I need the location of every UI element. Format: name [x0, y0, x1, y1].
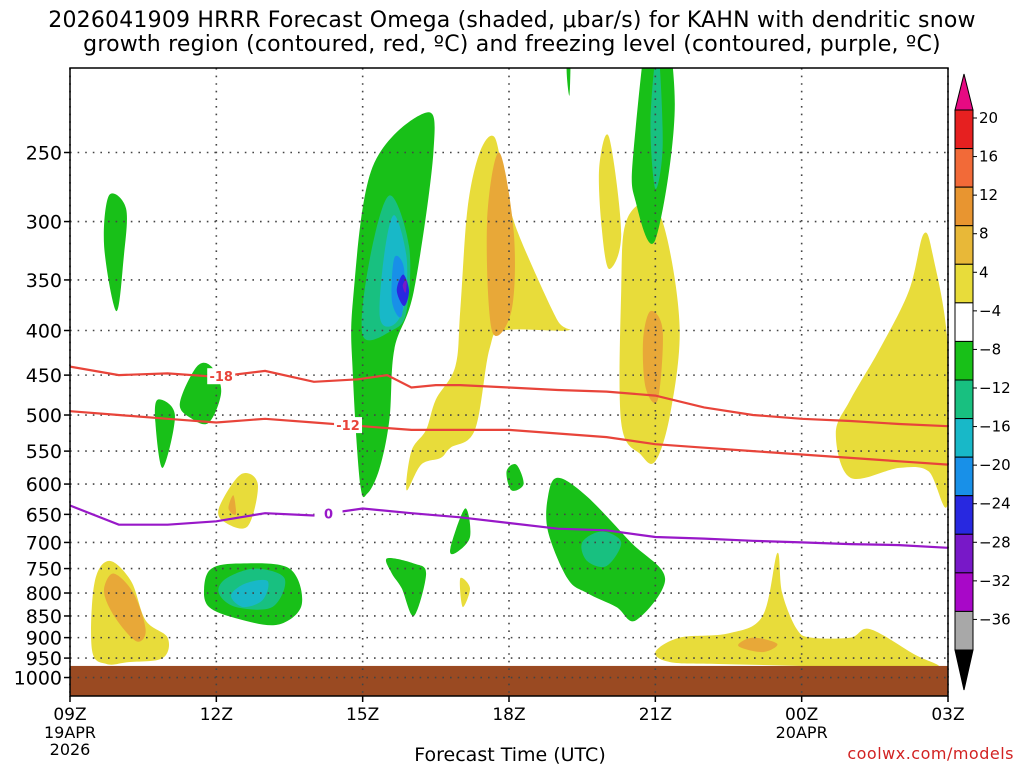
omega-region-y13 — [598, 134, 622, 270]
contour-0 — [70, 504, 948, 549]
y-tick-label-550: 550 — [26, 441, 62, 463]
chart-title-line-1: 2026041909 HRRR Forecast Omega (shaded, … — [48, 8, 976, 33]
omega-region-o15 — [738, 637, 778, 653]
y-tick-label-300: 300 — [26, 212, 62, 234]
colorbar-box-9 — [954, 456, 974, 497]
contour-label--12: -12 — [336, 419, 360, 434]
x-axis-label: Forecast Time (UTC) — [414, 744, 606, 766]
y-tick-label-400: 400 — [26, 321, 62, 343]
omega-region-o1 — [103, 573, 146, 642]
y-tick-label-450: 450 — [26, 365, 62, 387]
omega-region-g17 — [566, 68, 571, 96]
omega-region-y15 — [655, 552, 940, 671]
colorbar-box-11 — [954, 533, 974, 574]
y-tick-label-850: 850 — [26, 606, 62, 628]
x-tick-sublabel-2026: 2026 — [50, 740, 91, 759]
colorbar-top-arrow — [954, 73, 974, 111]
omega-region-c4 — [230, 579, 269, 608]
omega-region-o2 — [228, 495, 237, 515]
y-tick-label-800: 800 — [26, 583, 62, 605]
colorbar: 20 16 12 8 4 −4 −8 −12 −16 −20 −24 −28 −32 −36 — [954, 73, 1011, 691]
colorbar-box-0 — [954, 109, 974, 150]
colorbar-label-0: 20 — [979, 109, 998, 127]
colorbar-label-9: −20 — [979, 456, 1011, 474]
omega-region-g8 — [385, 557, 427, 617]
colorbar-box-1 — [954, 148, 974, 188]
contour-label-0: 0 — [324, 507, 333, 522]
x-tick-label-03Z: 03Z — [931, 705, 964, 725]
colorbar-label-4: 4 — [979, 263, 989, 281]
y-tick-label-900: 900 — [26, 628, 62, 650]
x-tick-label-15Z: 15Z — [346, 705, 379, 725]
chart-title-line-2: growth region (contoured, red, ºC) and f… — [83, 32, 941, 57]
x-tick-label-18Z: 18Z — [492, 705, 525, 725]
colorbar-label-3: 8 — [979, 225, 989, 243]
terrain-strip — [70, 665, 948, 696]
contour-lines: -18 -12 0 — [70, 365, 948, 549]
omega-region-p5 — [402, 279, 407, 293]
colorbar-box-13 — [954, 610, 974, 651]
colorbar-box-3 — [954, 225, 974, 265]
credit-link[interactable]: coolwx.com/models — [847, 744, 1014, 763]
colorbar-label-6: −8 — [979, 340, 1001, 358]
x-tick-sublabel-20APR: 20APR — [776, 723, 828, 742]
x-tick-label-00Z: 00Z — [785, 705, 818, 725]
colorbar-bottom-arrow — [954, 649, 974, 691]
x-tick-sublabel-19APR: 19APR — [44, 723, 96, 742]
omega-region-t14 — [650, 68, 663, 189]
omega-region-y6 — [406, 135, 571, 491]
y-tick-label-1000: 1000 — [14, 668, 62, 690]
omega-region-y16 — [835, 232, 948, 508]
colorbar-label-8: −16 — [979, 418, 1011, 436]
omega-region-t11 — [581, 531, 622, 568]
omega-region-o6 — [486, 152, 515, 337]
colorbar-box-2 — [954, 186, 974, 227]
contour-label-bg-0 — [314, 505, 343, 522]
colorbar-box-10 — [954, 495, 974, 535]
colorbar-box-8 — [954, 418, 974, 458]
contour-label--18: -18 — [209, 370, 233, 385]
contour--12 — [70, 410, 948, 466]
y-tick-label-700: 700 — [26, 532, 62, 554]
colorbar-label-5: −4 — [979, 302, 1001, 320]
contour-label-bg--12 — [334, 417, 363, 434]
colorbar-label-13: −36 — [979, 610, 1011, 628]
omega-region-o12 — [642, 310, 663, 404]
y-axis: 2503003504004505005506006507007508008509… — [14, 143, 70, 690]
omega-region-g9 — [450, 508, 471, 555]
colorbar-box-12 — [954, 572, 974, 612]
omega-region-y2 — [218, 473, 258, 529]
y-tick-label-750: 750 — [26, 559, 62, 581]
colorbar-box-5 — [954, 302, 974, 342]
y-tick-label-500: 500 — [26, 405, 62, 427]
colorbar-label-1: 16 — [979, 148, 998, 166]
colorbar-label-11: −28 — [979, 533, 1011, 551]
x-tick-label-12Z: 12Z — [200, 705, 233, 725]
colorbar-label-7: −12 — [979, 379, 1011, 397]
contour-label-bg--18 — [207, 368, 236, 385]
omega-region-g2 — [154, 399, 175, 468]
x-tick-label-21Z: 21Z — [639, 705, 672, 725]
colorbar-label-10: −24 — [979, 495, 1011, 513]
x-tick-label-09Z: 09Z — [53, 705, 86, 725]
omega-region-g1 — [103, 193, 127, 312]
colorbar-box-6 — [954, 340, 974, 381]
y-tick-label-600: 600 — [26, 474, 62, 496]
colorbar-label-2: 12 — [979, 186, 998, 204]
y-tick-label-250: 250 — [26, 143, 62, 165]
y-tick-label-350: 350 — [26, 270, 62, 292]
colorbar-box-4 — [954, 263, 974, 304]
omega-region-y10 — [459, 577, 471, 608]
y-tick-label-950: 950 — [26, 648, 62, 670]
colorbar-label-12: −32 — [979, 572, 1011, 590]
y-tick-label-650: 650 — [26, 504, 62, 526]
colorbar-box-7 — [954, 379, 974, 420]
omega-shading — [70, 68, 948, 696]
